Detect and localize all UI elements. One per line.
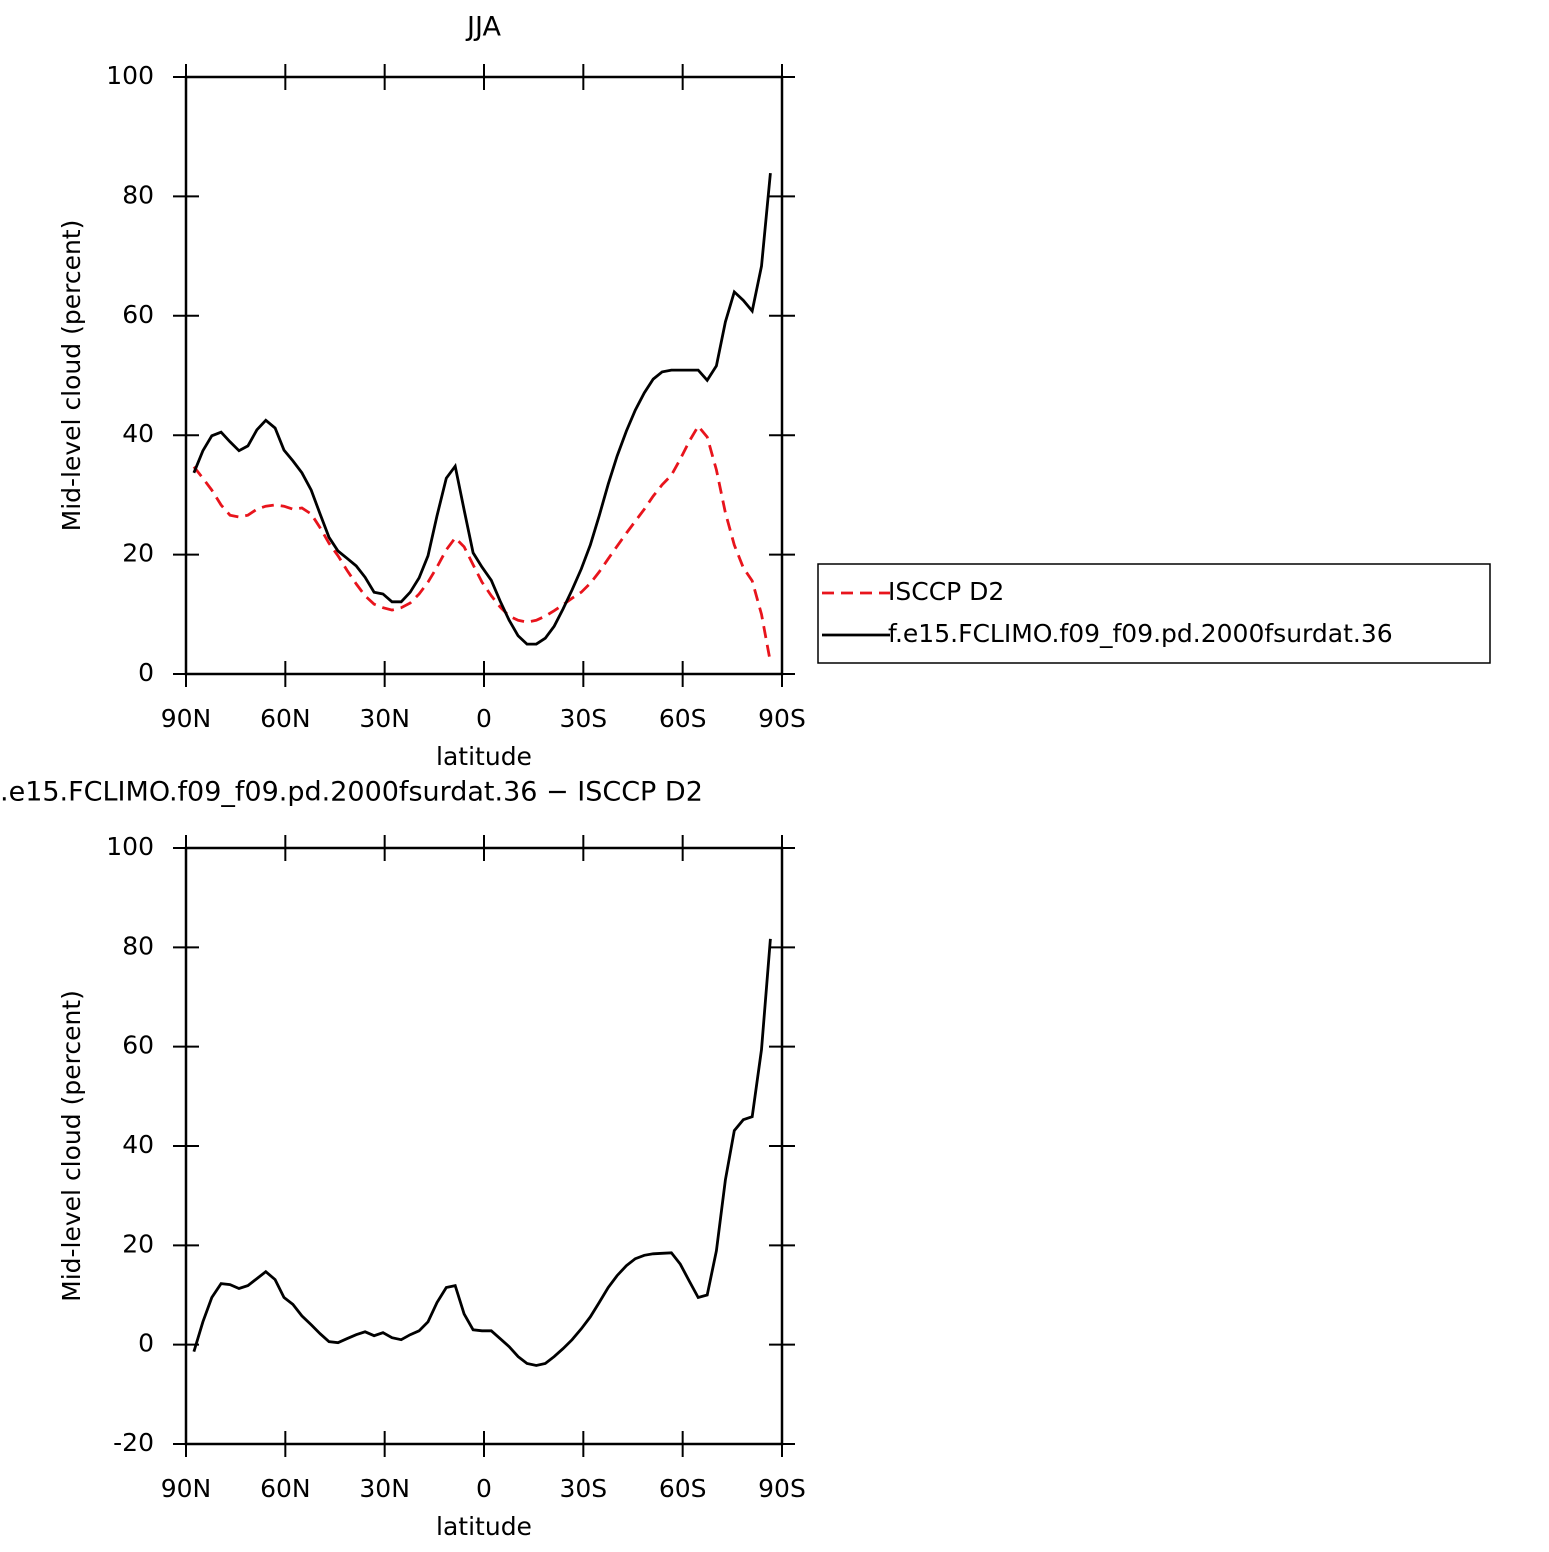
x-tick-label: 60N (260, 704, 311, 733)
x-tick-label: 30N (359, 1474, 410, 1503)
y-tick-label: 100 (106, 832, 154, 861)
data-line (192, 423, 772, 663)
x-tick-label: 90S (758, 704, 806, 733)
y-axis-label: Mid-level cloud (percent) (57, 220, 86, 532)
y-tick-label: 0 (138, 1329, 154, 1358)
chart-title: JJA (465, 12, 501, 43)
x-tick-label: 30S (559, 704, 607, 733)
y-tick-label: 100 (106, 61, 154, 90)
legend-label: ISCCP D2 (888, 577, 1004, 606)
x-tick-label: 90N (161, 1474, 212, 1503)
chart-title: .e15.FCLIMO.f09_f09.pd.2000fsurdat.36 − … (0, 777, 703, 808)
plot-frame (184, 846, 784, 1446)
data-line (192, 938, 772, 1367)
y-tick-label: 80 (122, 931, 154, 960)
y-tick-label: 40 (122, 419, 154, 448)
x-tick-label: 90N (161, 704, 212, 733)
y-tick-label: 20 (122, 539, 154, 568)
x-tick-label: 30N (359, 704, 410, 733)
y-axis-label: Mid-level cloud (percent) (57, 990, 86, 1302)
legend-box (817, 563, 1491, 664)
y-tick-label: 60 (122, 300, 154, 329)
y-tick-label: 60 (122, 1031, 154, 1060)
y-tick-label: -20 (113, 1428, 154, 1457)
data-line (192, 172, 772, 646)
x-tick-label: 60N (260, 1474, 311, 1503)
x-tick-label: 0 (476, 704, 492, 733)
legend-label: f.e15.FCLIMO.f09_f09.pd.2000fsurdat.36 (888, 619, 1393, 648)
x-tick-label: 60S (659, 1474, 707, 1503)
x-axis-label: latitude (436, 742, 532, 771)
x-tick-label: 0 (476, 1474, 492, 1503)
x-tick-label: 60S (659, 704, 707, 733)
x-axis-label: latitude (436, 1512, 532, 1541)
y-tick-label: 40 (122, 1130, 154, 1159)
y-tick-label: 0 (138, 658, 154, 687)
x-tick-label: 30S (559, 1474, 607, 1503)
y-tick-label: 20 (122, 1229, 154, 1258)
y-tick-label: 80 (122, 180, 154, 209)
x-tick-label: 90S (758, 1474, 806, 1503)
plot-frame (184, 75, 784, 676)
